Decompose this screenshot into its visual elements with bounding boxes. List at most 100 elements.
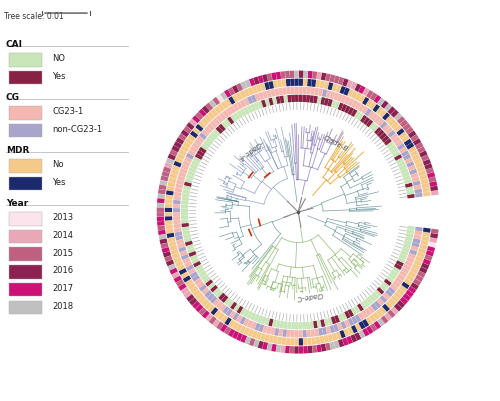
Wedge shape	[270, 328, 276, 335]
Wedge shape	[344, 311, 350, 319]
Wedge shape	[294, 338, 298, 346]
Wedge shape	[338, 314, 344, 322]
Wedge shape	[294, 87, 298, 95]
Wedge shape	[422, 183, 430, 189]
Wedge shape	[232, 331, 239, 339]
Text: non-CG23-1: non-CG23-1	[52, 125, 102, 134]
Wedge shape	[194, 278, 202, 286]
Wedge shape	[392, 137, 400, 144]
Wedge shape	[321, 344, 326, 352]
Wedge shape	[165, 213, 172, 217]
Wedge shape	[183, 186, 191, 191]
Wedge shape	[304, 71, 308, 79]
Wedge shape	[266, 343, 272, 351]
Wedge shape	[180, 146, 189, 153]
Wedge shape	[218, 313, 225, 321]
Wedge shape	[316, 344, 322, 352]
Wedge shape	[402, 136, 409, 143]
Wedge shape	[210, 285, 218, 293]
Wedge shape	[256, 85, 262, 93]
Wedge shape	[286, 338, 290, 345]
Wedge shape	[274, 328, 280, 336]
Wedge shape	[198, 109, 206, 117]
Wedge shape	[160, 180, 168, 186]
Wedge shape	[192, 143, 200, 150]
Wedge shape	[320, 336, 325, 344]
Wedge shape	[232, 86, 239, 94]
Wedge shape	[316, 73, 322, 81]
Wedge shape	[195, 154, 203, 160]
Wedge shape	[175, 158, 184, 164]
Wedge shape	[173, 205, 180, 209]
Wedge shape	[403, 264, 411, 271]
Wedge shape	[232, 322, 239, 330]
Wedge shape	[258, 316, 263, 324]
Wedge shape	[170, 245, 177, 251]
Wedge shape	[372, 105, 380, 113]
Wedge shape	[348, 99, 354, 107]
Wedge shape	[286, 330, 291, 337]
Wedge shape	[176, 138, 184, 145]
Wedge shape	[224, 318, 232, 326]
Wedge shape	[212, 319, 220, 327]
Bar	[9, 230, 42, 244]
Wedge shape	[338, 103, 344, 111]
Wedge shape	[240, 91, 246, 99]
Wedge shape	[406, 143, 414, 150]
Wedge shape	[185, 138, 194, 146]
Wedge shape	[328, 318, 333, 326]
Wedge shape	[196, 125, 203, 132]
Wedge shape	[396, 129, 404, 136]
Wedge shape	[195, 113, 203, 121]
Text: Yes: Yes	[52, 178, 66, 186]
Wedge shape	[324, 99, 329, 107]
Wedge shape	[178, 172, 186, 178]
Wedge shape	[182, 194, 190, 198]
Wedge shape	[206, 279, 213, 287]
Wedge shape	[316, 81, 320, 88]
Wedge shape	[228, 329, 235, 337]
Wedge shape	[372, 292, 379, 300]
Wedge shape	[399, 165, 407, 171]
Text: NO: NO	[52, 54, 66, 63]
Wedge shape	[328, 99, 333, 107]
Wedge shape	[294, 346, 298, 354]
Wedge shape	[209, 316, 216, 325]
Wedge shape	[236, 84, 243, 92]
Wedge shape	[333, 93, 339, 101]
Wedge shape	[379, 110, 387, 118]
Wedge shape	[190, 286, 198, 294]
Wedge shape	[156, 208, 164, 213]
Wedge shape	[232, 95, 239, 103]
Wedge shape	[166, 229, 173, 234]
Wedge shape	[248, 329, 254, 337]
Wedge shape	[190, 132, 198, 139]
Wedge shape	[224, 99, 232, 107]
Wedge shape	[330, 325, 335, 333]
Wedge shape	[184, 261, 192, 268]
Wedge shape	[250, 313, 256, 321]
Wedge shape	[350, 109, 358, 117]
Wedge shape	[377, 318, 385, 327]
Wedge shape	[178, 284, 186, 291]
Wedge shape	[276, 97, 280, 105]
Bar	[9, 160, 42, 173]
Wedge shape	[406, 233, 413, 238]
Wedge shape	[299, 87, 303, 95]
Wedge shape	[382, 293, 390, 300]
Wedge shape	[408, 253, 416, 259]
Wedge shape	[414, 231, 422, 236]
Wedge shape	[258, 93, 264, 101]
Wedge shape	[318, 328, 323, 336]
Wedge shape	[310, 88, 315, 96]
Wedge shape	[168, 178, 176, 184]
Wedge shape	[258, 101, 263, 109]
Wedge shape	[376, 107, 384, 115]
Wedge shape	[291, 322, 295, 330]
Wedge shape	[185, 279, 194, 287]
Wedge shape	[347, 90, 354, 98]
Wedge shape	[268, 82, 274, 90]
Wedge shape	[409, 169, 418, 175]
Wedge shape	[402, 172, 409, 178]
Wedge shape	[396, 289, 404, 296]
